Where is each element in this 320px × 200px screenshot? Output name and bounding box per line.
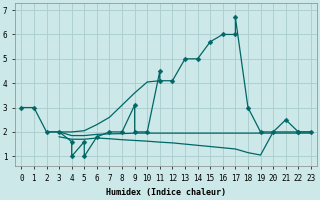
X-axis label: Humidex (Indice chaleur): Humidex (Indice chaleur) (106, 188, 226, 197)
